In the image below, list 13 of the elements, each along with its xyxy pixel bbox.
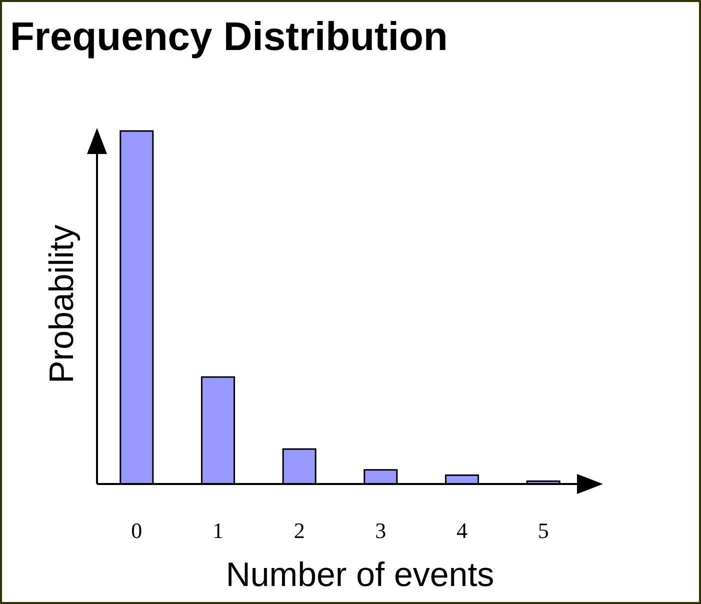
bar	[282, 448, 316, 485]
x-axis-title: Number of events	[226, 556, 494, 594]
bar	[120, 130, 154, 485]
chart-title: Frequency Distribution	[10, 15, 448, 59]
x-tick-label: 0	[131, 518, 142, 543]
x-tick-label: 4	[456, 518, 468, 543]
y-axis-title: Probability	[43, 224, 81, 384]
bar	[200, 376, 236, 485]
x-tick-label: 1	[212, 518, 224, 543]
bar	[364, 469, 398, 485]
x-tick-label: 3	[375, 518, 386, 543]
x-tick-label: 2	[294, 518, 305, 543]
x-tick-label: 5	[538, 518, 549, 543]
